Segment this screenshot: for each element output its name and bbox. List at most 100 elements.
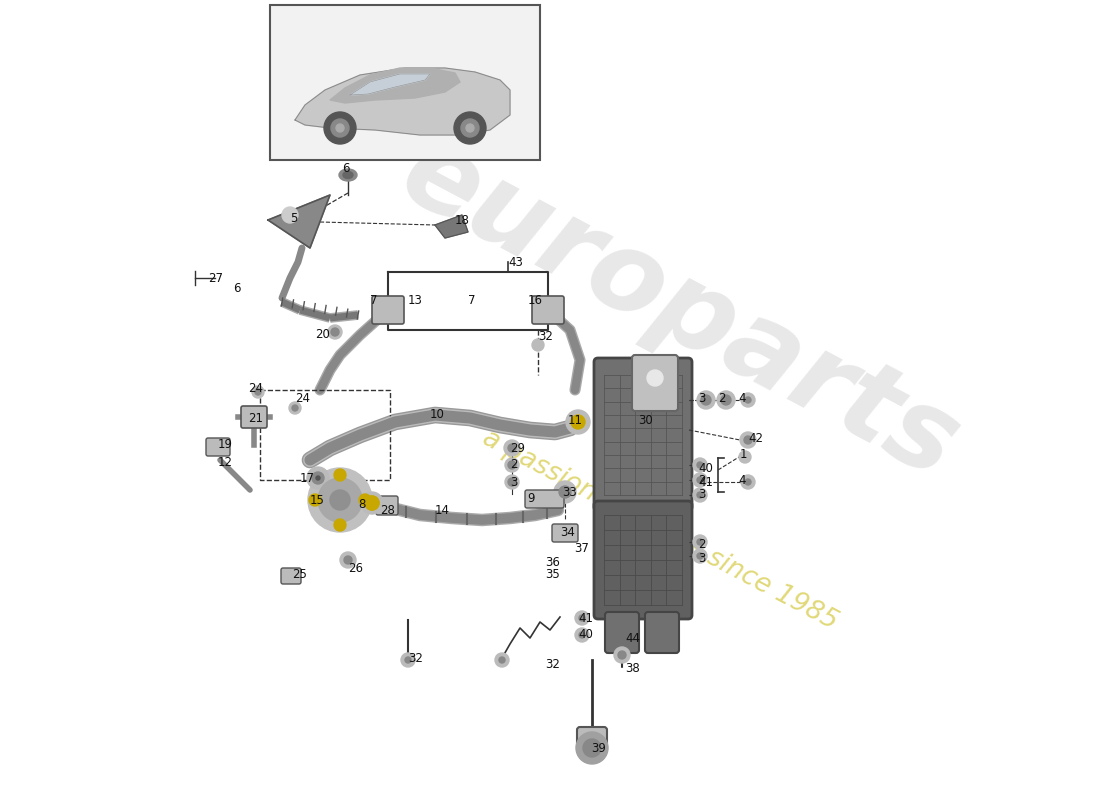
Text: 21: 21 (248, 411, 263, 425)
Text: 2: 2 (510, 458, 517, 471)
Circle shape (720, 395, 732, 405)
Circle shape (575, 628, 589, 642)
FancyBboxPatch shape (578, 727, 607, 751)
Text: 6: 6 (233, 282, 241, 294)
Circle shape (504, 440, 520, 456)
Circle shape (331, 119, 349, 137)
Text: 2: 2 (698, 474, 705, 486)
Circle shape (697, 462, 703, 468)
Circle shape (618, 651, 626, 659)
Text: 13: 13 (408, 294, 422, 306)
Text: 43: 43 (508, 255, 522, 269)
Text: 41: 41 (578, 611, 593, 625)
FancyBboxPatch shape (552, 524, 578, 542)
Text: 2: 2 (698, 538, 705, 551)
Text: 37: 37 (574, 542, 589, 554)
Text: 33: 33 (562, 486, 576, 498)
Polygon shape (350, 74, 430, 95)
Circle shape (334, 519, 346, 531)
Circle shape (744, 436, 752, 444)
Bar (270, 5, 540, 160)
Text: 24: 24 (248, 382, 263, 394)
Circle shape (693, 535, 707, 549)
FancyBboxPatch shape (594, 358, 692, 511)
Text: 7: 7 (370, 294, 377, 306)
Text: 42: 42 (748, 431, 763, 445)
Circle shape (495, 653, 509, 667)
Text: 10: 10 (430, 409, 444, 422)
Circle shape (508, 461, 516, 469)
Circle shape (336, 124, 344, 132)
Circle shape (282, 207, 298, 223)
Circle shape (566, 410, 590, 434)
Text: 35: 35 (544, 569, 560, 582)
Text: 15: 15 (310, 494, 324, 506)
Circle shape (647, 370, 663, 386)
Circle shape (334, 469, 346, 481)
Circle shape (308, 468, 372, 532)
Text: 7: 7 (468, 294, 475, 306)
Circle shape (701, 395, 711, 405)
Circle shape (499, 657, 505, 663)
Circle shape (340, 552, 356, 568)
Circle shape (505, 475, 519, 489)
Text: 8: 8 (358, 498, 365, 511)
Circle shape (289, 402, 301, 414)
Circle shape (532, 339, 544, 351)
Ellipse shape (339, 169, 358, 181)
FancyBboxPatch shape (632, 355, 678, 411)
FancyBboxPatch shape (645, 612, 679, 653)
Text: a passion for parts since 1985: a passion for parts since 1985 (478, 425, 842, 635)
Circle shape (576, 732, 608, 764)
Circle shape (739, 451, 751, 463)
Circle shape (292, 405, 298, 411)
FancyBboxPatch shape (594, 501, 692, 619)
Text: 4: 4 (738, 391, 746, 405)
Circle shape (309, 494, 321, 506)
Circle shape (579, 632, 585, 638)
Polygon shape (330, 68, 460, 103)
Circle shape (693, 549, 707, 563)
Text: 11: 11 (568, 414, 583, 426)
Circle shape (693, 458, 707, 472)
Circle shape (307, 467, 329, 489)
Polygon shape (295, 68, 510, 135)
Circle shape (312, 472, 324, 484)
Text: 12: 12 (218, 455, 233, 469)
Circle shape (255, 389, 261, 395)
FancyBboxPatch shape (372, 296, 404, 324)
Text: 18: 18 (455, 214, 470, 226)
Polygon shape (434, 215, 468, 238)
Circle shape (361, 492, 383, 514)
Circle shape (571, 415, 585, 429)
Circle shape (365, 496, 380, 510)
Circle shape (508, 444, 516, 452)
Text: 25: 25 (292, 569, 307, 582)
Text: 17: 17 (300, 471, 315, 485)
Text: 39: 39 (591, 742, 606, 754)
Text: 2: 2 (718, 391, 726, 405)
Polygon shape (268, 195, 330, 248)
Circle shape (693, 473, 707, 487)
Text: 36: 36 (544, 555, 560, 569)
Circle shape (740, 432, 756, 448)
Circle shape (614, 647, 630, 663)
Text: 29: 29 (510, 442, 525, 454)
Circle shape (697, 492, 703, 498)
Circle shape (466, 124, 474, 132)
Text: 3: 3 (698, 391, 705, 405)
Circle shape (554, 481, 576, 503)
Text: 1: 1 (740, 449, 748, 462)
Text: 40: 40 (698, 462, 713, 474)
Circle shape (316, 476, 320, 480)
Circle shape (741, 475, 755, 489)
Text: 32: 32 (408, 651, 422, 665)
Text: 16: 16 (528, 294, 543, 306)
Circle shape (331, 328, 339, 336)
Circle shape (745, 397, 751, 403)
Text: 24: 24 (295, 391, 310, 405)
Circle shape (583, 739, 601, 757)
Circle shape (405, 657, 411, 663)
Circle shape (318, 478, 362, 522)
Text: 6: 6 (342, 162, 350, 174)
